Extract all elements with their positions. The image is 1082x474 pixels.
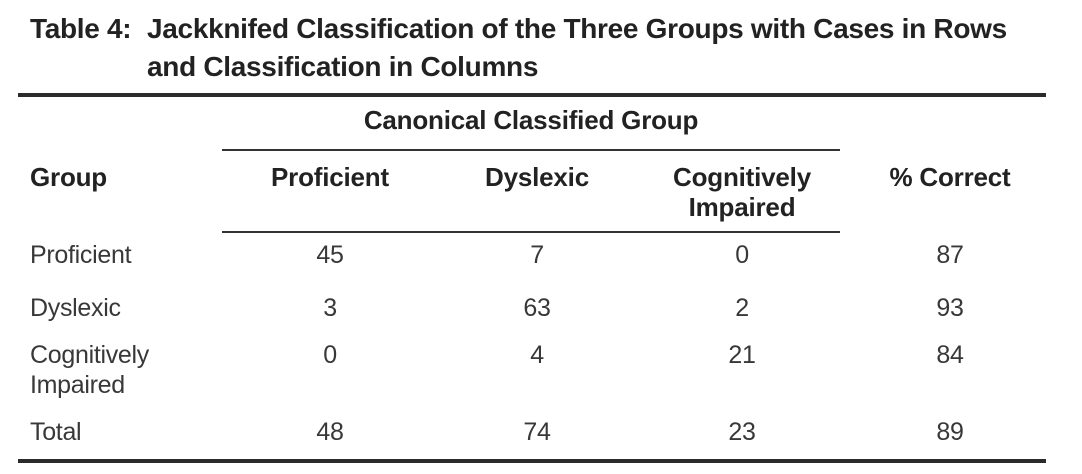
spanner-underline-rule: [222, 149, 840, 151]
caption-line-2: and Classification in Columns: [147, 51, 539, 82]
cell-cognitively-impaired: 2: [735, 294, 749, 322]
row-label: Dyslexic: [30, 294, 121, 322]
row-label: Cognitively Impaired: [30, 341, 149, 399]
table-caption: Table 4: Jackknifed Classification of th…: [30, 10, 1052, 86]
table-number: Table 4:: [30, 13, 132, 44]
column-header-cognitively-impaired: Cognitively Impaired: [673, 162, 811, 222]
row-label: Total: [30, 418, 82, 446]
cell-dyslexic: 63: [523, 294, 551, 322]
cell-cognitively-impaired: 23: [728, 418, 756, 446]
column-header-dyslexic: Dyslexic: [485, 162, 589, 192]
cell-proficient: 45: [316, 241, 344, 269]
cell-dyslexic: 4: [530, 341, 544, 369]
table-caption-text: Jackknifed Classification of the Three G…: [147, 10, 1052, 86]
spanner-header: Canonical Classified Group: [363, 105, 699, 135]
header-underline-rule: [222, 231, 840, 233]
cell-cognitively-impaired: 0: [735, 241, 749, 269]
caption-line-1: Jackknifed Classification of the Three G…: [147, 13, 1007, 44]
cell-dyslexic: 74: [523, 418, 551, 446]
cell-proficient: 0: [323, 341, 337, 369]
cell-dyslexic: 7: [530, 241, 544, 269]
cell-percent-correct: 89: [936, 418, 964, 446]
column-header-percent-correct: % Correct: [889, 162, 1011, 192]
cell-percent-correct: 87: [936, 241, 964, 269]
cell-percent-correct: 93: [936, 294, 964, 322]
table-bottom-rule: [18, 459, 1046, 463]
table-top-rule: [18, 93, 1046, 97]
column-header-group: Group: [30, 162, 107, 192]
cell-percent-correct: 84: [936, 341, 964, 369]
cell-cognitively-impaired: 21: [728, 341, 756, 369]
cell-proficient: 48: [316, 418, 344, 446]
cell-proficient: 3: [323, 294, 337, 322]
row-label: Proficient: [30, 241, 132, 269]
column-header-proficient: Proficient: [271, 162, 389, 192]
